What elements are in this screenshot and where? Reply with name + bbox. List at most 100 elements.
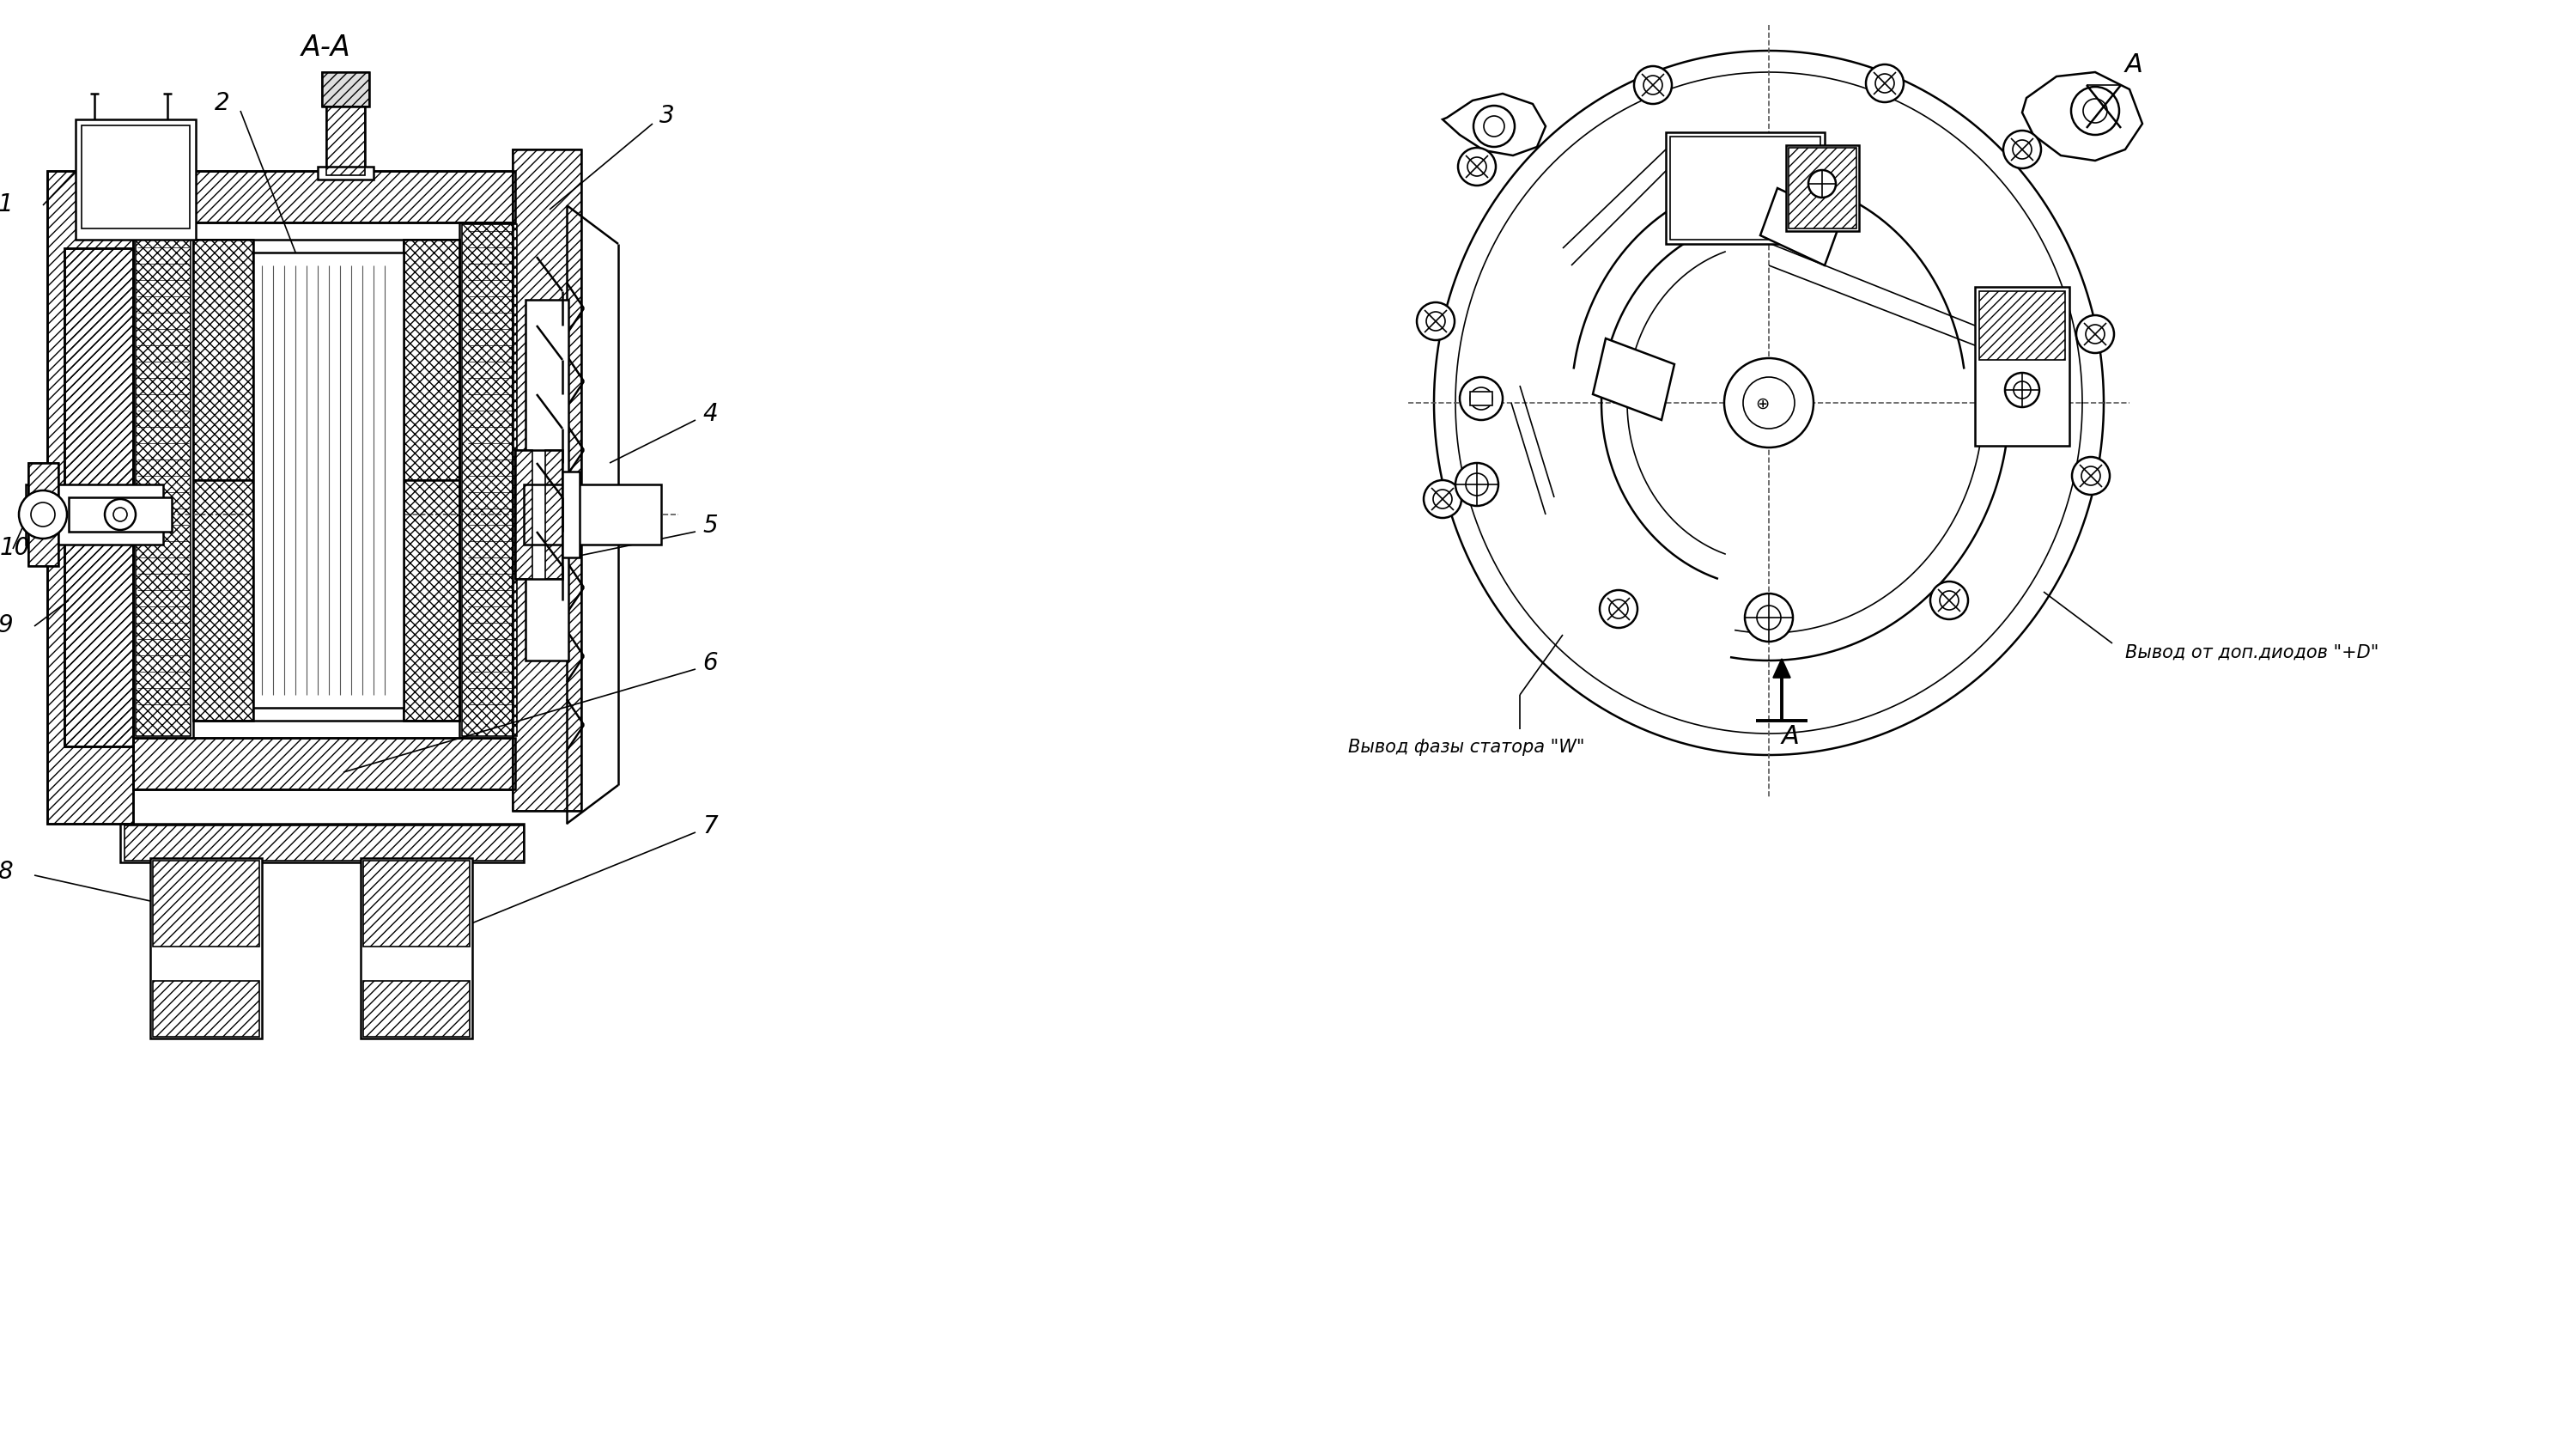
Text: Вывод от доп.диодов "+D": Вывод от доп.диодов "+D" xyxy=(2125,644,2378,661)
Bar xyxy=(124,826,523,861)
Circle shape xyxy=(1865,65,1904,103)
Bar xyxy=(523,486,662,545)
Bar xyxy=(75,121,196,240)
Circle shape xyxy=(1744,593,1793,642)
Bar xyxy=(322,73,368,108)
Bar xyxy=(193,481,252,721)
Bar xyxy=(46,171,134,823)
Text: 6: 6 xyxy=(703,651,719,675)
Bar xyxy=(513,151,582,812)
Bar xyxy=(1788,148,1857,228)
Bar xyxy=(252,253,404,708)
Bar xyxy=(1785,147,1860,231)
Text: 3: 3 xyxy=(659,103,675,128)
Bar xyxy=(363,981,469,1038)
Bar xyxy=(26,486,162,545)
Circle shape xyxy=(31,503,54,527)
Circle shape xyxy=(1473,106,1515,148)
Circle shape xyxy=(1808,171,1837,198)
Bar xyxy=(193,240,252,481)
Bar xyxy=(515,451,533,579)
Bar xyxy=(152,861,260,947)
Bar xyxy=(1978,292,2066,361)
Bar xyxy=(134,171,515,223)
Bar xyxy=(152,981,260,1038)
Bar xyxy=(404,481,459,721)
Bar xyxy=(149,858,263,1039)
Bar xyxy=(327,108,366,175)
Circle shape xyxy=(1417,303,1455,341)
Polygon shape xyxy=(1772,660,1790,678)
Circle shape xyxy=(1633,68,1672,105)
Polygon shape xyxy=(1443,95,1546,157)
Circle shape xyxy=(2076,316,2115,354)
Circle shape xyxy=(1458,148,1497,187)
Text: 10: 10 xyxy=(0,536,31,559)
Text: Вывод фазы статора "W": Вывод фазы статора "W" xyxy=(1347,739,1584,756)
Bar xyxy=(193,481,252,721)
Text: 7: 7 xyxy=(703,813,719,838)
Bar xyxy=(317,167,374,180)
Bar xyxy=(513,151,582,812)
Circle shape xyxy=(2071,457,2110,496)
Bar xyxy=(1976,287,2069,447)
Bar xyxy=(28,464,59,566)
Circle shape xyxy=(18,491,67,539)
Bar xyxy=(134,223,193,739)
Circle shape xyxy=(2004,131,2040,170)
Circle shape xyxy=(1929,582,1968,619)
Bar xyxy=(46,171,134,823)
Bar xyxy=(1669,138,1821,240)
Text: 1: 1 xyxy=(0,193,13,217)
Circle shape xyxy=(1455,464,1499,506)
Bar xyxy=(28,464,59,566)
Circle shape xyxy=(2004,374,2040,408)
Text: A: A xyxy=(2125,52,2143,76)
Circle shape xyxy=(1600,591,1638,628)
Bar xyxy=(193,240,252,481)
Bar xyxy=(82,126,191,228)
Bar xyxy=(404,240,459,481)
Bar xyxy=(363,861,469,947)
Polygon shape xyxy=(1759,188,1842,266)
Bar xyxy=(1471,392,1492,407)
Bar xyxy=(526,300,569,661)
Bar xyxy=(562,473,580,558)
Circle shape xyxy=(106,500,137,530)
Circle shape xyxy=(1744,378,1795,430)
Text: 2: 2 xyxy=(214,91,229,115)
Bar xyxy=(121,823,523,862)
Text: ⊕: ⊕ xyxy=(1754,395,1770,411)
Text: A: A xyxy=(1783,724,1798,749)
Bar xyxy=(64,249,134,747)
Bar xyxy=(137,226,191,737)
Bar xyxy=(461,226,518,737)
Bar xyxy=(404,481,459,721)
Bar xyxy=(404,240,459,481)
Bar xyxy=(515,451,562,579)
Polygon shape xyxy=(1592,339,1674,421)
Polygon shape xyxy=(2022,73,2143,161)
Bar xyxy=(459,223,520,739)
Text: +: + xyxy=(1458,394,1473,411)
Text: 5: 5 xyxy=(703,513,719,537)
Text: A-A: A-A xyxy=(301,33,350,62)
Circle shape xyxy=(1461,378,1502,421)
Bar xyxy=(134,739,515,790)
Bar xyxy=(322,73,368,108)
Text: 8: 8 xyxy=(0,859,13,884)
Circle shape xyxy=(2071,88,2120,135)
Text: 9: 9 xyxy=(0,614,13,637)
Bar xyxy=(193,240,459,721)
Bar xyxy=(134,171,515,223)
Circle shape xyxy=(1425,481,1461,519)
Text: 4: 4 xyxy=(703,402,719,425)
Bar xyxy=(361,858,471,1039)
Bar xyxy=(70,497,173,532)
Bar xyxy=(327,108,366,175)
Bar xyxy=(546,451,562,579)
Bar xyxy=(64,249,134,747)
Bar xyxy=(1667,134,1824,244)
Circle shape xyxy=(1723,359,1814,448)
Bar xyxy=(134,739,515,790)
